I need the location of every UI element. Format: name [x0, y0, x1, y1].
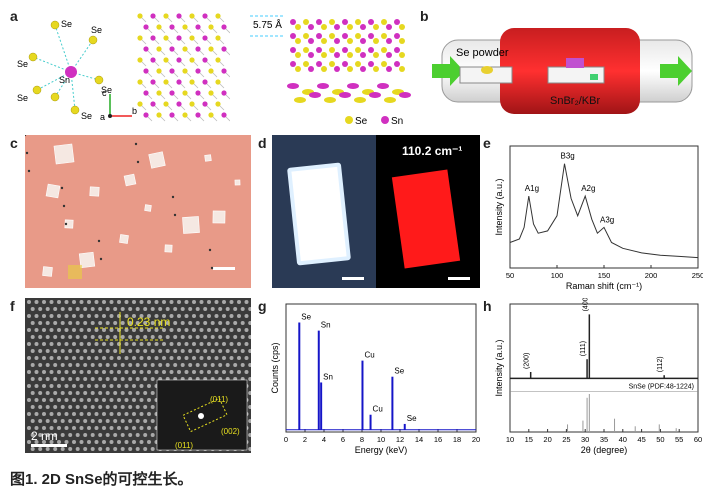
x-axis-label: Raman shift (cm⁻¹) [566, 281, 642, 291]
peak-label: A3g [600, 215, 614, 224]
se-powder-label: Se powder [456, 47, 509, 59]
x-tick-label: 250 [692, 271, 703, 280]
x-tick-label: 16 [434, 435, 442, 444]
optical-micrograph [25, 135, 251, 288]
substrate-label: SnBr₂/KBr [550, 95, 600, 107]
raman-series-line [509, 163, 699, 259]
lattice-top-view [137, 13, 230, 122]
y-axis-label: Intensity (a.u.) [494, 178, 504, 235]
atom-label: Se [91, 25, 102, 35]
figure-caption: 图1. 2D SnSe的可控生长。 [10, 471, 193, 488]
reference-label: SnSe (PDF:48-1224) [629, 383, 694, 390]
x-tick-label: 200 [645, 271, 658, 280]
xrd-peak-label: (111) [580, 341, 587, 356]
x-tick-label: 20 [472, 435, 480, 444]
x-tick-label: 10 [506, 435, 514, 444]
eds-peak-label: Se [407, 414, 417, 423]
eds-peak-label: Se [394, 367, 404, 376]
raman-peak-label: 110.2 cm⁻¹ [402, 144, 462, 158]
x-tick-label: 15 [525, 435, 533, 444]
atom-label: Se [81, 111, 92, 121]
x-tick-label: 55 [675, 435, 683, 444]
x-tick-label: 45 [637, 435, 645, 444]
x-tick-label: 50 [506, 271, 514, 280]
x-tick-label: 20 [543, 435, 551, 444]
panel-label-e: e [483, 135, 491, 151]
x-tick-label: 8 [360, 435, 364, 444]
x-tick-label: 18 [453, 435, 461, 444]
x-tick-label: 150 [598, 271, 611, 280]
raman-spectrum-chart: 50 100 150 200 250 Raman shift (cm⁻¹) Intensit… [494, 145, 703, 291]
octahedron-diagram: Se Se Se Sn Se Se Se [17, 19, 112, 121]
plot-frame [509, 303, 699, 433]
layered-side-view: 5.75 Å Se Sn [250, 15, 411, 127]
x-tick-label: 14 [415, 435, 423, 444]
x-axis-label: 2θ (degree) [581, 445, 628, 455]
fft-label: (011) [175, 441, 193, 450]
eds-peak-label: Se [301, 313, 311, 322]
x-tick-label: 6 [341, 435, 345, 444]
x-tick-label: 25 [562, 435, 570, 444]
x-tick-label: 10 [377, 435, 385, 444]
x-axis-label: Energy (keV) [355, 445, 408, 455]
peak-label: A1g [525, 184, 539, 193]
eds-peak-label: Sn [323, 372, 333, 381]
eds-peak-label: Cu [364, 351, 374, 360]
optical-flake-image [272, 135, 376, 288]
atom-label: Se [61, 19, 72, 29]
x-tick-label: 100 [551, 271, 564, 280]
scale-label: 2 nm [31, 429, 58, 443]
x-tick-label: 30 [581, 435, 589, 444]
x-tick-label: 40 [619, 435, 627, 444]
scale-bar [342, 277, 364, 280]
panel-label-f: f [10, 298, 15, 314]
panel-label-h: h [483, 298, 492, 314]
atom-label: Se [17, 93, 28, 103]
peak-label: B3g [561, 152, 575, 161]
panel-label-a: a [10, 8, 18, 24]
x-tick-label: 12 [396, 435, 404, 444]
raman-intensity-map: 110.2 cm⁻¹ [376, 135, 480, 288]
svg-text:c: c [102, 88, 107, 98]
xrd-pattern-chart: 10 15 20 25 30 35 40 45 50 55 60 2θ (degree) Intensi… [494, 298, 702, 455]
atom-label: Se [101, 85, 112, 95]
svg-text:Sn: Sn [391, 116, 403, 127]
scale-bar [213, 267, 235, 270]
svg-text:a: a [100, 112, 105, 122]
svg-text:b: b [132, 106, 137, 116]
panel-label-b: b [420, 8, 429, 24]
x-tick-label: 0 [284, 435, 288, 444]
scale-bar [31, 444, 67, 447]
panel-label-g: g [258, 298, 267, 314]
fft-label: (002) [221, 427, 240, 436]
xrd-peak-label: (400) [582, 298, 589, 311]
x-tick-label: 50 [656, 435, 664, 444]
eds-peak-label: Cu [373, 405, 383, 414]
plot-frame [509, 145, 699, 269]
x-tick-label: 35 [600, 435, 608, 444]
eds-peak-label: Sn [321, 321, 331, 330]
interlayer-spacing: 5.75 Å [253, 18, 282, 31]
fft-label: (011) [210, 395, 228, 404]
panel-label-d: d [258, 135, 267, 151]
xrd-peak-label: (112) [657, 356, 664, 372]
x-tick-label: 4 [322, 435, 326, 444]
x-tick-label: 60 [694, 435, 702, 444]
atom-label: Se [17, 59, 28, 69]
peak-label: A2g [581, 184, 595, 193]
panel-label-c: c [10, 135, 18, 151]
eds-spectrum-chart: 0 2 4 6 8 10 12 14 16 18 20 Energy (keV) Counts (cps… [270, 303, 480, 455]
hrtem-image: (011) (002) (011) 0.23 nm 2 nm [25, 298, 251, 453]
y-axis-label: Intensity (a.u.) [494, 339, 504, 396]
axes-indicator-1: c b a [100, 88, 137, 122]
scale-bar [448, 277, 470, 280]
atom-label: Sn [59, 75, 70, 85]
xrd-peak-label: (200) [524, 353, 531, 369]
x-tick-label: 2 [303, 435, 307, 444]
cvd-furnace-diagram: Se powder SnBr₂/KBr [432, 28, 693, 114]
lattice-spacing-label: 0.23 nm [127, 315, 170, 329]
y-axis-label: Counts (cps) [270, 342, 280, 393]
svg-text:Se: Se [355, 116, 368, 127]
